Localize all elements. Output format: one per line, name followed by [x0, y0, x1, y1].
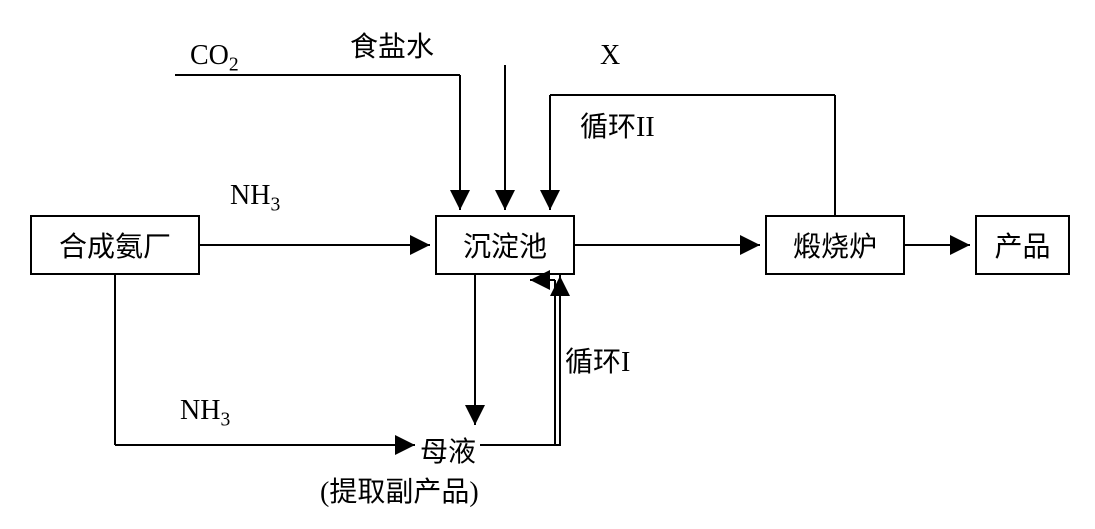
product-box: 产品: [975, 215, 1070, 275]
calcination-furnace-label: 煅烧炉: [793, 225, 877, 265]
precipitation-tank-label: 沉淀池: [463, 225, 547, 265]
byproduct-note-label: (提取副产品): [320, 470, 479, 510]
ammonia-plant-label: 合成氨厂: [59, 225, 171, 265]
ammonia-plant-box: 合成氨厂: [30, 215, 200, 275]
mother-liquor-label: 母液: [420, 430, 476, 470]
salt-water-label: 食盐水: [350, 25, 434, 65]
product-label: 产品: [994, 225, 1050, 265]
calcination-furnace-box: 煅烧炉: [765, 215, 905, 275]
nh3-bottom-label: NH3: [180, 395, 230, 432]
cycle2-label: 循环II: [580, 105, 655, 145]
co2-label: CO2: [190, 40, 239, 77]
x-label: X: [600, 40, 620, 72]
precipitation-tank-box: 沉淀池: [435, 215, 575, 275]
nh3-top-label: NH3: [230, 180, 280, 217]
cycle1-label: 循环I: [565, 340, 630, 380]
